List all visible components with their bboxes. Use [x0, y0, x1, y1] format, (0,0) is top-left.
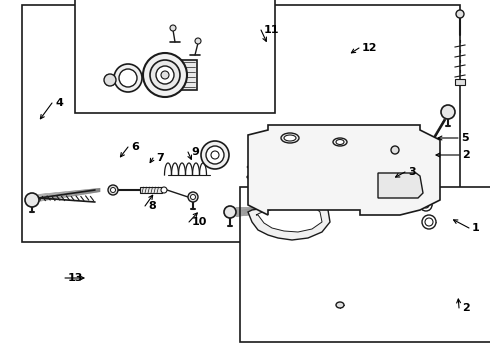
Text: 3: 3	[408, 167, 416, 177]
Text: 11: 11	[264, 25, 279, 35]
Circle shape	[211, 151, 219, 159]
Text: 7: 7	[156, 153, 164, 163]
Text: 12: 12	[362, 43, 377, 53]
Bar	[378, 178, 418, 198]
Circle shape	[425, 218, 433, 226]
Ellipse shape	[336, 140, 344, 144]
Text: 9: 9	[191, 147, 199, 157]
Bar	[260, 175, 295, 200]
Polygon shape	[378, 173, 423, 198]
Circle shape	[191, 194, 196, 199]
Circle shape	[423, 202, 429, 208]
Bar	[22, 5, 460, 242]
Circle shape	[188, 192, 198, 202]
Circle shape	[119, 69, 137, 87]
Text: 2: 2	[462, 303, 470, 313]
Ellipse shape	[336, 302, 344, 308]
Bar	[140, 187, 162, 193]
Circle shape	[456, 10, 464, 18]
Text: 8: 8	[148, 201, 156, 211]
Circle shape	[143, 53, 187, 97]
Circle shape	[420, 199, 432, 211]
Bar	[167, 60, 197, 90]
Ellipse shape	[281, 133, 299, 143]
Circle shape	[150, 60, 180, 90]
Circle shape	[195, 38, 201, 44]
Circle shape	[161, 71, 169, 79]
Circle shape	[206, 146, 224, 164]
Bar	[310, 175, 350, 205]
Ellipse shape	[333, 138, 347, 146]
Text: 2: 2	[462, 150, 470, 160]
Bar	[455, 79, 465, 85]
Circle shape	[391, 146, 399, 154]
Text: 13: 13	[68, 273, 83, 283]
Text: 5: 5	[461, 133, 468, 143]
Polygon shape	[248, 198, 330, 240]
Ellipse shape	[284, 135, 296, 141]
Circle shape	[25, 193, 39, 207]
Circle shape	[224, 206, 236, 218]
Circle shape	[104, 74, 116, 86]
Text: 6: 6	[131, 142, 139, 152]
Circle shape	[441, 105, 455, 119]
Circle shape	[170, 25, 176, 31]
Polygon shape	[256, 202, 322, 232]
Text: 1: 1	[472, 223, 480, 233]
Bar	[240, 187, 490, 342]
Polygon shape	[248, 125, 440, 215]
Text: 4: 4	[55, 98, 63, 108]
Circle shape	[422, 215, 436, 229]
Text: 10: 10	[192, 217, 207, 227]
Circle shape	[108, 185, 118, 195]
Bar	[75, 0, 275, 113]
Circle shape	[111, 188, 116, 193]
Circle shape	[201, 141, 229, 169]
Circle shape	[114, 64, 142, 92]
Circle shape	[156, 66, 174, 84]
Circle shape	[161, 187, 167, 193]
